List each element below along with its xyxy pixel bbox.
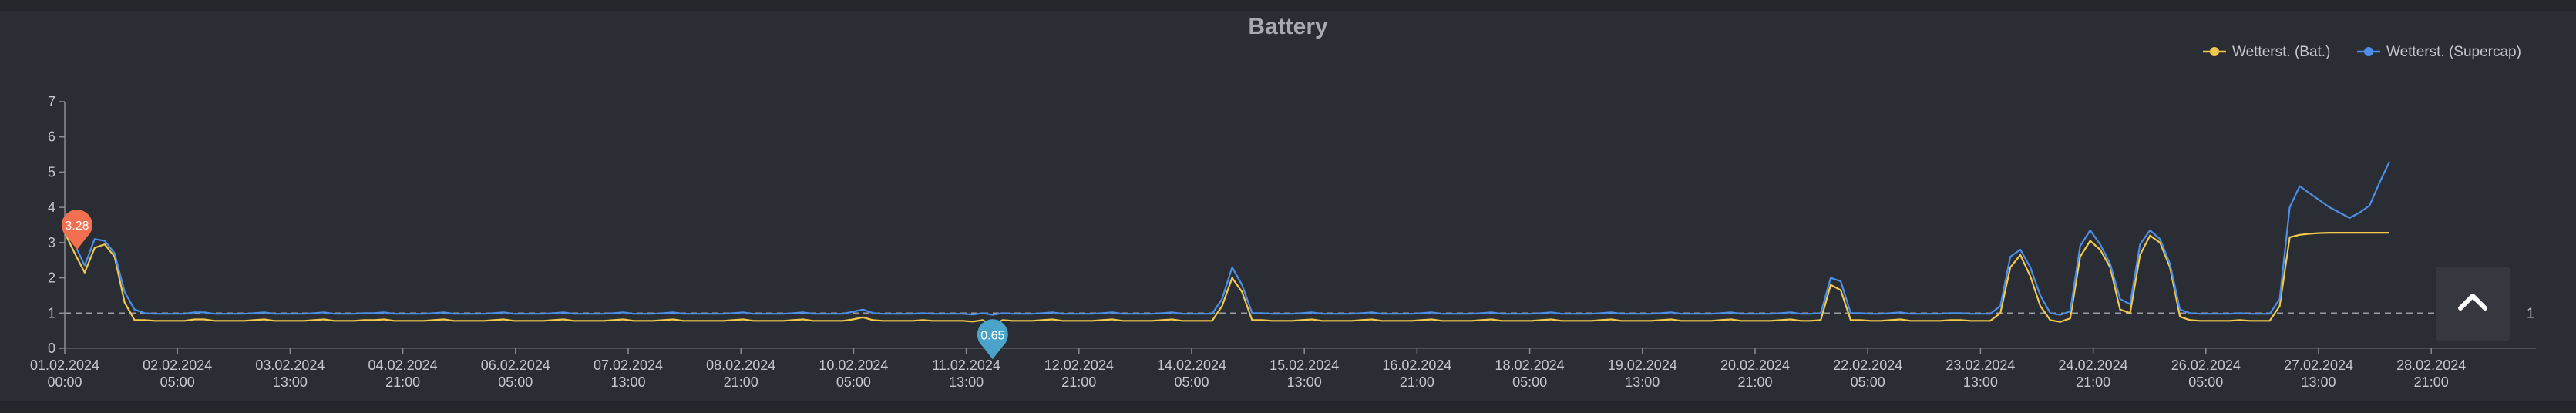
- x-tick-label-time: 21:00: [385, 374, 420, 390]
- x-tick-label-time: 13:00: [273, 374, 308, 390]
- x-tick-label-time: 13:00: [1287, 374, 1322, 390]
- chart-legend: Wetterst. (Bat.) Wetterst. (Supercap): [2203, 44, 2521, 60]
- x-tick-label-date: 03.02.2024: [255, 358, 325, 373]
- y-tick-label: 6: [48, 129, 55, 145]
- x-tick-label-time: 21:00: [1061, 374, 1096, 390]
- x-tick-label-date: 01.02.2024: [30, 358, 99, 373]
- legend-item-supercap[interactable]: Wetterst. (Supercap): [2357, 44, 2521, 60]
- x-tick-label-date: 24.02.2024: [2059, 358, 2128, 373]
- series-layer: [64, 161, 2390, 327]
- x-tick-label-date: 12.02.2024: [1044, 358, 1114, 373]
- x-tick-label-time: 21:00: [2414, 374, 2449, 390]
- x-tick-label-time: 13:00: [1963, 374, 1998, 390]
- x-tick-label-date: 26.02.2024: [2171, 358, 2241, 373]
- legend-dot: [2364, 47, 2373, 56]
- x-tick-label-date: 22.02.2024: [1833, 358, 1902, 373]
- x-tick-label-date: 20.02.2024: [1720, 358, 1790, 373]
- max-marker-label: 3.28: [65, 220, 89, 233]
- x-tick-label-date: 07.02.2024: [594, 358, 663, 373]
- reference-line-label: 1: [2527, 305, 2534, 321]
- x-tick-label-date: 14.02.2024: [1157, 358, 1226, 373]
- x-tick-label-date: 04.02.2024: [368, 358, 438, 373]
- series-line-bat: [64, 232, 2389, 327]
- x-tick-label-time: 05:00: [836, 374, 871, 390]
- x-tick-label-time: 21:00: [724, 374, 758, 390]
- min-marker-bubble: [977, 319, 1008, 351]
- x-tick-label-date: 28.02.2024: [2396, 358, 2466, 373]
- marker-layer: 3.28 0.65: [62, 210, 1008, 360]
- y-tick-label: 1: [48, 305, 55, 321]
- x-tick-label-date: 23.02.2024: [1945, 358, 2015, 373]
- y-tick-label: 0: [48, 341, 55, 356]
- y-tick-label: 5: [48, 164, 55, 180]
- x-tick-label-time: 05:00: [2188, 374, 2223, 390]
- min-marker: 0.65: [977, 319, 1008, 360]
- y-tick-label: 3: [48, 235, 55, 250]
- legend-dot: [2210, 47, 2219, 56]
- x-tick-label-date: 18.02.2024: [1495, 358, 1565, 373]
- x-tick-label-date: 15.02.2024: [1270, 358, 1339, 373]
- x-tick-label-date: 19.02.2024: [1608, 358, 1677, 373]
- y-tick-label: 7: [48, 94, 55, 109]
- y-tick-label: 2: [48, 270, 55, 286]
- legend-label: Wetterst. (Supercap): [2386, 44, 2521, 60]
- legend-item-bat[interactable]: Wetterst. (Bat.): [2203, 44, 2330, 60]
- chevron-up-icon: [2458, 294, 2487, 311]
- x-tick-label-date: 27.02.2024: [2284, 358, 2353, 373]
- chart-title: Battery: [1248, 14, 1328, 39]
- x-tick-label-time: 05:00: [1851, 374, 1885, 390]
- y-tick-label: 4: [48, 200, 55, 215]
- scroll-to-top-button[interactable]: [2436, 267, 2510, 341]
- legend-label: Wetterst. (Bat.): [2232, 44, 2330, 60]
- min-marker-label: 0.65: [980, 329, 1004, 342]
- max-marker: 3.28: [62, 210, 92, 250]
- x-tick-label-time: 05:00: [1174, 374, 1209, 390]
- x-tick-label-date: 10.02.2024: [819, 358, 888, 373]
- x-tick-label-date: 08.02.2024: [706, 358, 775, 373]
- x-tick-label-time: 13:00: [2301, 374, 2336, 390]
- series-line-supercap: [64, 161, 2390, 316]
- chart-panel: [0, 11, 2576, 401]
- x-tick-label-time: 13:00: [949, 374, 984, 390]
- max-marker-bubble: [62, 210, 92, 241]
- x-tick-label-time: 13:00: [1625, 374, 1660, 390]
- x-tick-label-time: 05:00: [160, 374, 195, 390]
- x-tick-label-date: 02.02.2024: [143, 358, 212, 373]
- x-tick-label-time: 21:00: [1737, 374, 1772, 390]
- x-tick-label-time: 05:00: [498, 374, 533, 390]
- x-tick-label-date: 11.02.2024: [932, 358, 1000, 373]
- x-tick-label-date: 16.02.2024: [1382, 358, 1451, 373]
- x-tick-label-time: 13:00: [610, 374, 645, 390]
- bottom-bar: [0, 401, 2576, 413]
- x-tick-label-date: 06.02.2024: [481, 358, 550, 373]
- top-bar: [0, 0, 2576, 11]
- x-tick-label-time: 21:00: [2076, 374, 2110, 390]
- x-tick-label-time: 00:00: [47, 374, 82, 390]
- chart-axes: 0123456701.02.202400:0002.02.202405:0003…: [30, 94, 2536, 390]
- x-tick-label-time: 05:00: [1512, 374, 1547, 390]
- x-tick-label-time: 21:00: [1400, 374, 1434, 390]
